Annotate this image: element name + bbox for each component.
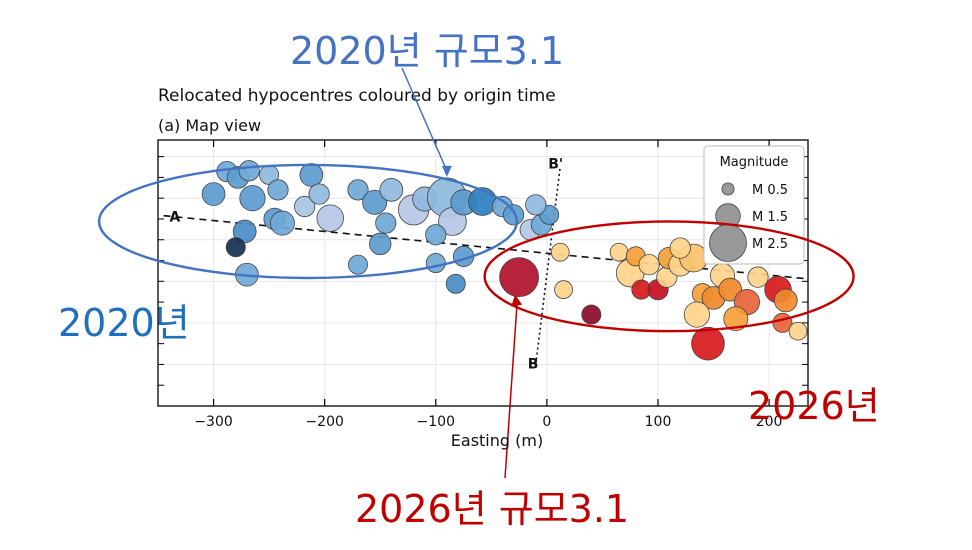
plot-frame [157, 139, 809, 407]
arrow-2026-line [504, 302, 518, 479]
profile-label-Bprime: B' [548, 157, 563, 173]
panel-label: (a) Map view [158, 116, 262, 135]
group-ellipses [97, 163, 855, 333]
event-point [812, 284, 832, 304]
event-point [554, 280, 573, 299]
legend-marker [721, 182, 735, 196]
event-point [499, 257, 540, 298]
annotation-arrows [401, 67, 523, 479]
x-tick-label: 200 [756, 414, 783, 430]
annotation-2020: 2020년 [58, 301, 190, 345]
event-point [238, 160, 260, 182]
event-point [683, 301, 710, 328]
chart-title: Relocated hypocentres coloured by origin… [158, 86, 556, 106]
x-tick-label: 0 [542, 414, 551, 430]
axis-ticks: −300 −200 −100 0 100 200 [158, 140, 808, 430]
event-point [581, 304, 602, 325]
event-point [375, 212, 397, 234]
annotation-2020-magnitude: 2020년 규모3.1 [290, 29, 565, 73]
x-tick-label: −100 [417, 414, 455, 430]
x-tick-label: −200 [305, 414, 343, 430]
event-point [267, 179, 289, 201]
event-point [824, 305, 852, 333]
legend: Magnitude M 0.5 M 1.5 M 2.5 [703, 145, 805, 265]
event-point [525, 194, 547, 216]
arrow-2020-line [401, 67, 448, 172]
event-point [468, 187, 497, 216]
event-point [425, 224, 447, 246]
event-point [225, 237, 246, 258]
event-point [369, 232, 392, 256]
event-point [347, 179, 369, 201]
annotation-2026-magnitude: 2026년 규모3.1 [355, 487, 630, 531]
event-point [747, 266, 769, 288]
x-axis-label: Easting (m) [451, 431, 543, 450]
arrow-2026-head [511, 294, 523, 307]
x-tick-label: 100 [645, 414, 672, 430]
event-point [773, 288, 798, 313]
legend-entry-label: M 2.5 [752, 237, 788, 252]
event-point [638, 254, 660, 276]
profile-line-BB [534, 166, 562, 365]
event-point [379, 178, 404, 202]
legend-entry-label: M 0.5 [752, 183, 788, 198]
event-point [609, 242, 629, 262]
legend-title: Magnitude [720, 155, 789, 170]
ellipse-2020 [97, 163, 519, 280]
x-tick-label: −300 [194, 414, 232, 430]
event-point [269, 210, 295, 236]
event-point [316, 204, 344, 232]
ellipse-2026 [483, 220, 855, 333]
legend-marker [709, 224, 747, 262]
arrow-2020-head [441, 165, 452, 177]
event-point [201, 182, 226, 206]
event-point [788, 321, 808, 341]
event-point [348, 254, 368, 275]
event-point [239, 185, 266, 212]
event-point [502, 204, 525, 226]
profile-label-B: B [528, 356, 539, 372]
legend-entry-label: M 1.5 [752, 210, 788, 225]
event-point [294, 195, 316, 218]
event-point [308, 183, 330, 205]
event-point [445, 273, 466, 294]
event-point [691, 326, 725, 361]
annotation-2026: 2026년 [748, 384, 880, 428]
event-point [299, 163, 324, 187]
profile-label-A: A [170, 210, 181, 226]
event-point [362, 189, 388, 215]
event-point [723, 306, 749, 332]
event-point [669, 237, 691, 259]
event-point [425, 253, 446, 274]
profile-lines [163, 166, 808, 365]
profile-line-AA [163, 214, 808, 280]
event-point [550, 242, 570, 262]
grid-lines [158, 140, 808, 406]
